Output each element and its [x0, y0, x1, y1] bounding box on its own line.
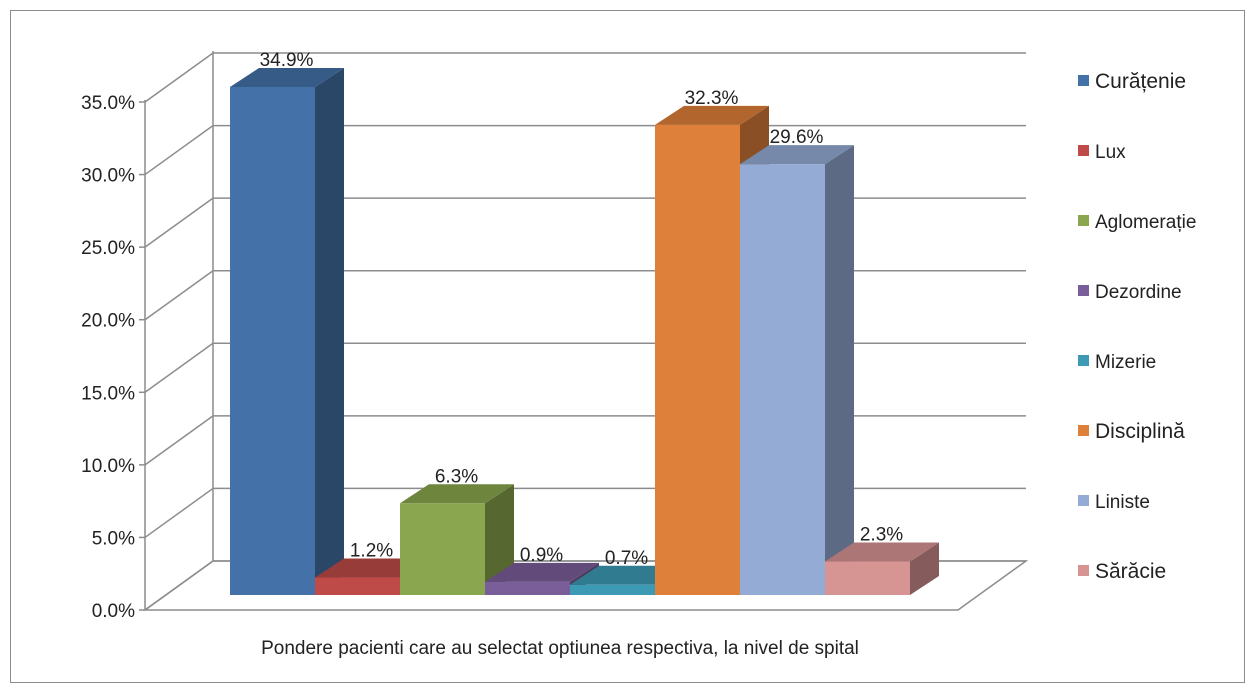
legend-label: Disciplină — [1095, 420, 1185, 443]
y-tick-label: 25.0% — [81, 238, 135, 259]
data-label: 0.9% — [520, 545, 563, 566]
legend-label: Sărăcie — [1095, 560, 1166, 583]
bar-side — [485, 484, 514, 595]
legend-label: Aglomerație — [1095, 212, 1196, 233]
legend-swatch — [1078, 285, 1089, 296]
gridline-diagonal — [144, 124, 214, 176]
data-label: 6.3% — [435, 466, 478, 487]
x-axis-label: Pondere pacienti care au selectat optiun… — [261, 638, 859, 659]
legend-swatch — [1078, 75, 1089, 86]
y-tick-label: 35.0% — [81, 93, 135, 114]
legend-swatch — [1078, 565, 1089, 576]
legend: Curățenie Lux Aglomerație Dezordine Mizerie D… — [1078, 70, 1196, 583]
bar-side — [910, 542, 939, 595]
bar — [740, 164, 825, 596]
data-label: 32.3% — [685, 88, 739, 109]
gridline-diagonal — [144, 52, 214, 103]
bar-top — [655, 105, 769, 125]
bar — [400, 503, 485, 595]
bar-side — [825, 145, 854, 596]
legend-swatch — [1078, 495, 1089, 506]
bar — [315, 577, 400, 595]
data-label: 34.9% — [260, 50, 314, 71]
data-label: 2.3% — [860, 525, 903, 546]
legend-label: Mizerie — [1095, 352, 1156, 373]
gridline-diagonal — [144, 342, 214, 393]
y-tick-label: 10.0% — [81, 456, 135, 477]
bar — [825, 561, 910, 595]
y-tick-label: 20.0% — [81, 311, 135, 332]
legend-swatch — [1078, 215, 1089, 226]
data-label: 29.6% — [770, 127, 824, 148]
bars — [230, 68, 939, 596]
gridline-diagonal — [144, 270, 214, 321]
bar-top — [825, 542, 939, 562]
gridline-diagonal — [144, 197, 214, 248]
gridline-diagonal — [144, 415, 214, 466]
legend-swatch — [1078, 425, 1089, 436]
bar — [570, 584, 655, 595]
bar — [230, 87, 315, 595]
legend-label: Liniste — [1095, 492, 1150, 513]
legend-label: Curățenie — [1095, 70, 1186, 93]
y-tick-label: 30.0% — [81, 166, 135, 187]
gridlines — [139, 51, 1029, 611]
legend-swatch — [1078, 145, 1089, 156]
gridline-diagonal — [144, 560, 214, 611]
y-tick-label: 15.0% — [81, 383, 135, 404]
legend-label: Lux — [1095, 142, 1126, 163]
bar-top — [400, 484, 514, 504]
data-label: 0.7% — [605, 548, 648, 569]
gridline-diagonal — [144, 487, 214, 539]
bar — [485, 581, 570, 595]
bar-top — [740, 145, 854, 165]
data-label: 1.2% — [350, 541, 393, 562]
y-tick-label: 5.0% — [92, 528, 135, 549]
legend-label: Dezordine — [1095, 282, 1182, 303]
bar-top — [230, 68, 344, 87]
legend-swatch — [1078, 355, 1089, 366]
y-tick-label: 0.0% — [92, 601, 135, 622]
bar — [655, 124, 740, 595]
bar-side — [315, 68, 344, 595]
bar-top — [485, 562, 599, 582]
